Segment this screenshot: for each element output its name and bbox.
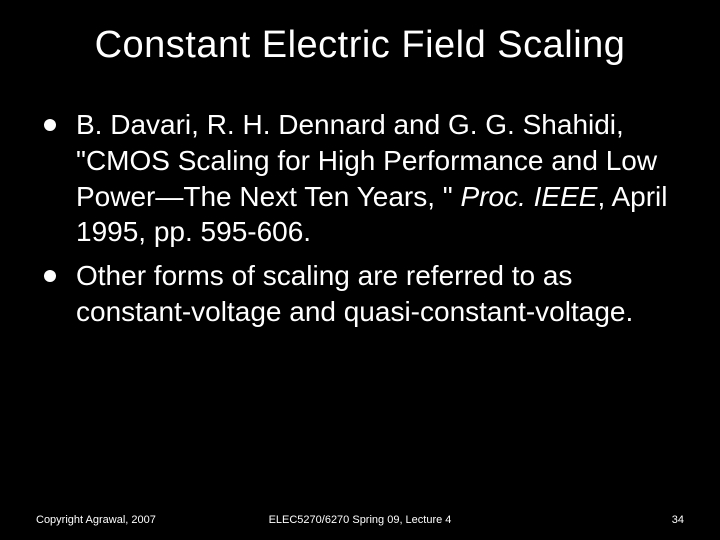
footer-page-number: 34 [672, 514, 684, 526]
bullet-list: B. Davari, R. H. Dennard and G. G. Shahi… [36, 107, 684, 330]
bullet-item: B. Davari, R. H. Dennard and G. G. Shahi… [44, 107, 684, 250]
bullet-item: Other forms of scaling are referred to a… [44, 258, 684, 330]
slide: Constant Electric Field Scaling B. Davar… [0, 0, 720, 540]
footer-copyright: Copyright Agrawal, 2007 [36, 514, 156, 526]
slide-footer: Copyright Agrawal, 2007 ELEC5270/6270 Sp… [0, 514, 720, 526]
bullet-text-pre: Other forms of scaling are referred to a… [76, 260, 633, 327]
slide-title: Constant Electric Field Scaling [36, 24, 684, 67]
bullet-text-italic: Proc. IEEE [461, 181, 598, 212]
